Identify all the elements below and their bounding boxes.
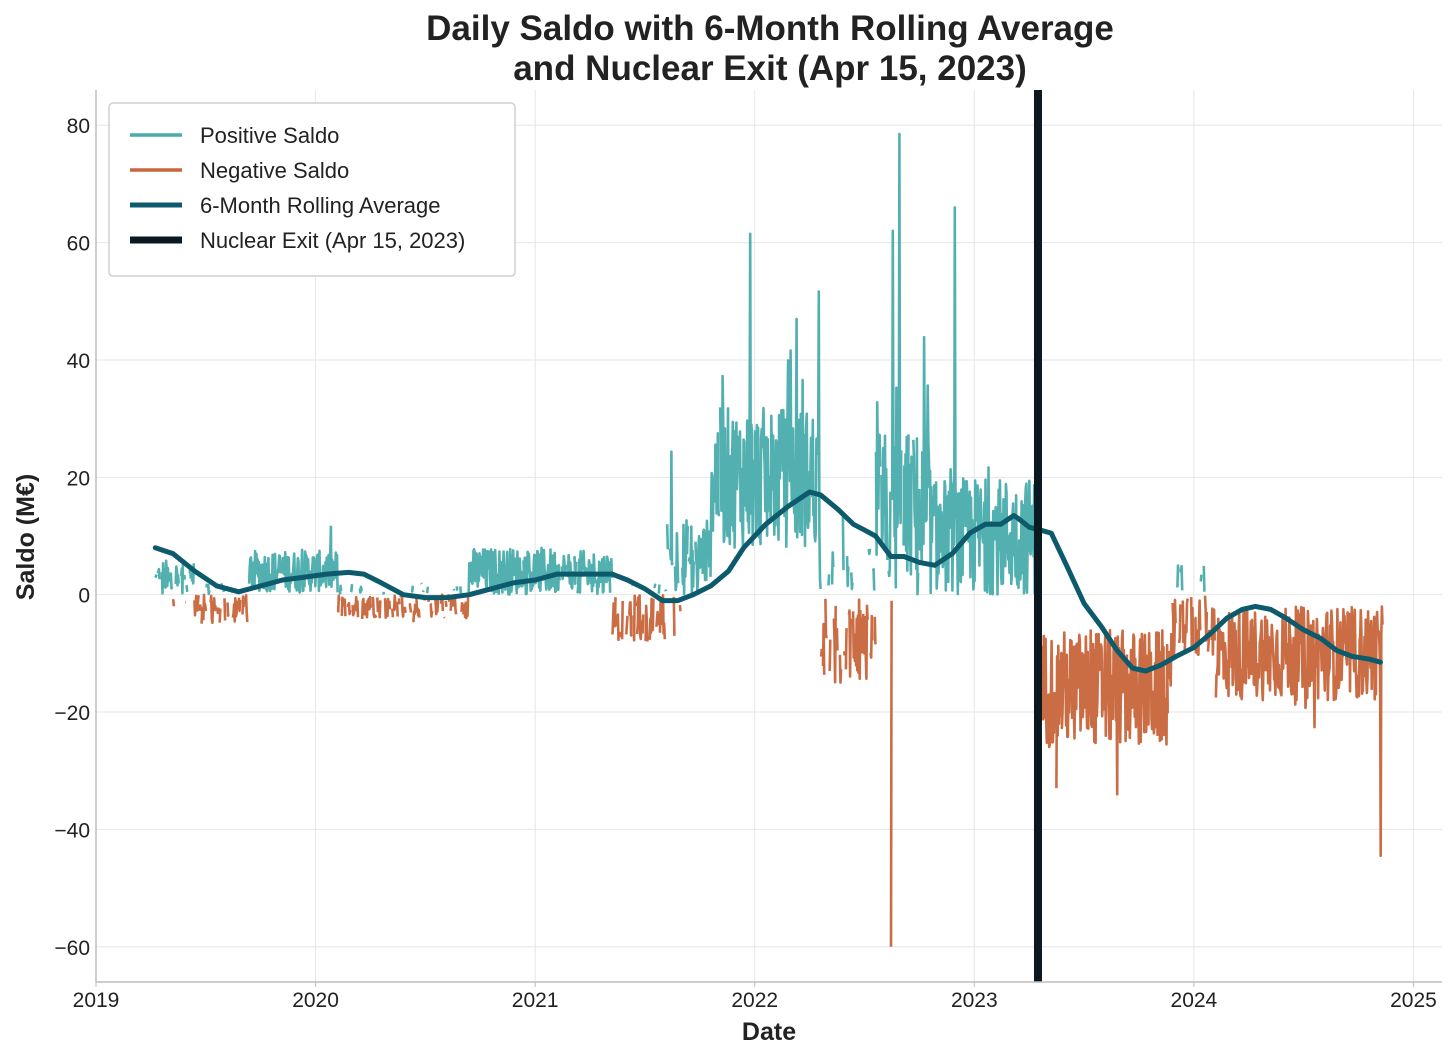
- legend-label-rolling: 6-Month Rolling Average: [200, 193, 441, 218]
- y-tick-label--40: −40: [54, 819, 90, 842]
- legend-label-nuclear: Nuclear Exit (Apr 15, 2023): [200, 228, 465, 253]
- y-tick-label--20: −20: [54, 702, 90, 725]
- y-tick-label--60: −60: [54, 937, 90, 960]
- chart-title-line-2: and Nuclear Exit (Apr 15, 2023): [513, 49, 1027, 88]
- chart-title-line-1: Daily Saldo with 6-Month Rolling Average: [426, 9, 1114, 48]
- legend-box: [108, 102, 516, 277]
- x-tick-label-2024: 2024: [1171, 989, 1218, 1012]
- legend-label-negative: Negative Saldo: [200, 158, 349, 183]
- x-tick-label-2022: 2022: [731, 989, 778, 1012]
- x-tick-label-2025: 2025: [1390, 989, 1437, 1012]
- y-tick-label-20: 20: [67, 467, 90, 490]
- x-tick-label-2023: 2023: [951, 989, 998, 1012]
- y-tick-label-80: 80: [67, 115, 90, 138]
- y-tick-label-0: 0: [78, 585, 90, 608]
- y-tick-labels: 80 60 40 20 0 −20 −40 −60: [54, 115, 90, 960]
- y-tick-label-40: 40: [67, 350, 90, 373]
- series-layer: [152, 90, 1384, 982]
- y-tick-label-60: 60: [67, 233, 90, 256]
- y-axis-label: Saldo (M€): [12, 474, 40, 600]
- x-tick-label-2020: 2020: [292, 989, 339, 1012]
- legend: Positive Saldo Negative Saldo 6-Month Ro…: [108, 102, 516, 277]
- x-tick-label-2021: 2021: [512, 989, 559, 1012]
- series-rolling-average: [152, 489, 1383, 674]
- x-tick-labels: 2019 2020 2021 2022 2023 2024 2025: [73, 982, 1437, 1012]
- x-axis-label: Date: [742, 1018, 796, 1046]
- legend-label-positive: Positive Saldo: [200, 123, 339, 148]
- x-tick-label-2019: 2019: [73, 989, 120, 1012]
